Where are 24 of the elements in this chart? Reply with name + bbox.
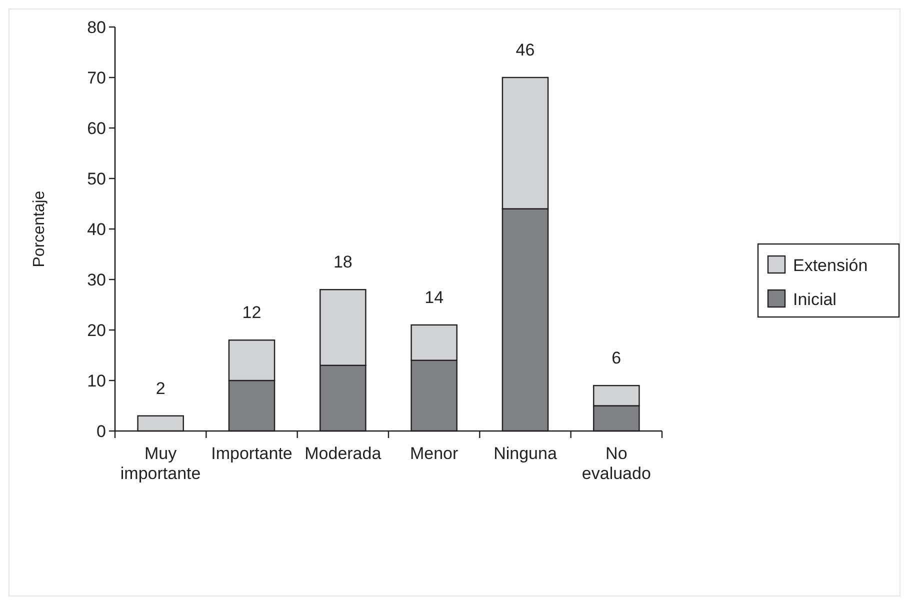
annotation: 18 (333, 252, 352, 272)
y-tick-label: 30 (87, 270, 106, 290)
annotation: 2 (156, 378, 166, 398)
y-tick-label: 20 (87, 320, 106, 340)
x-tick-label: Menor (410, 444, 459, 463)
y-tick-label: 10 (87, 371, 106, 390)
legend-label: Inicial (793, 290, 836, 309)
y-tick-label: 70 (87, 68, 106, 88)
y-tick-label: 60 (87, 118, 106, 138)
y-tick-label: 40 (87, 220, 106, 239)
y-tick-label: 50 (87, 169, 106, 188)
annotation: 6 (612, 348, 622, 368)
annotation: 12 (242, 303, 262, 322)
x-tick-label: No evaluado (582, 444, 651, 483)
x-tick-label: Ninguna (494, 444, 558, 463)
annotation: 14 (424, 288, 444, 307)
x-tick-label: Muy importante (120, 444, 201, 483)
x-tick-label: Importante (211, 444, 292, 463)
y-tick-label: 80 (87, 18, 106, 37)
y-axis-title: Porcentaje (31, 190, 48, 268)
legend-label: Extensión (793, 256, 868, 275)
annotation: 46 (516, 40, 535, 60)
x-tick-label: Moderada (304, 444, 382, 463)
y-tick-label: 0 (96, 422, 106, 441)
